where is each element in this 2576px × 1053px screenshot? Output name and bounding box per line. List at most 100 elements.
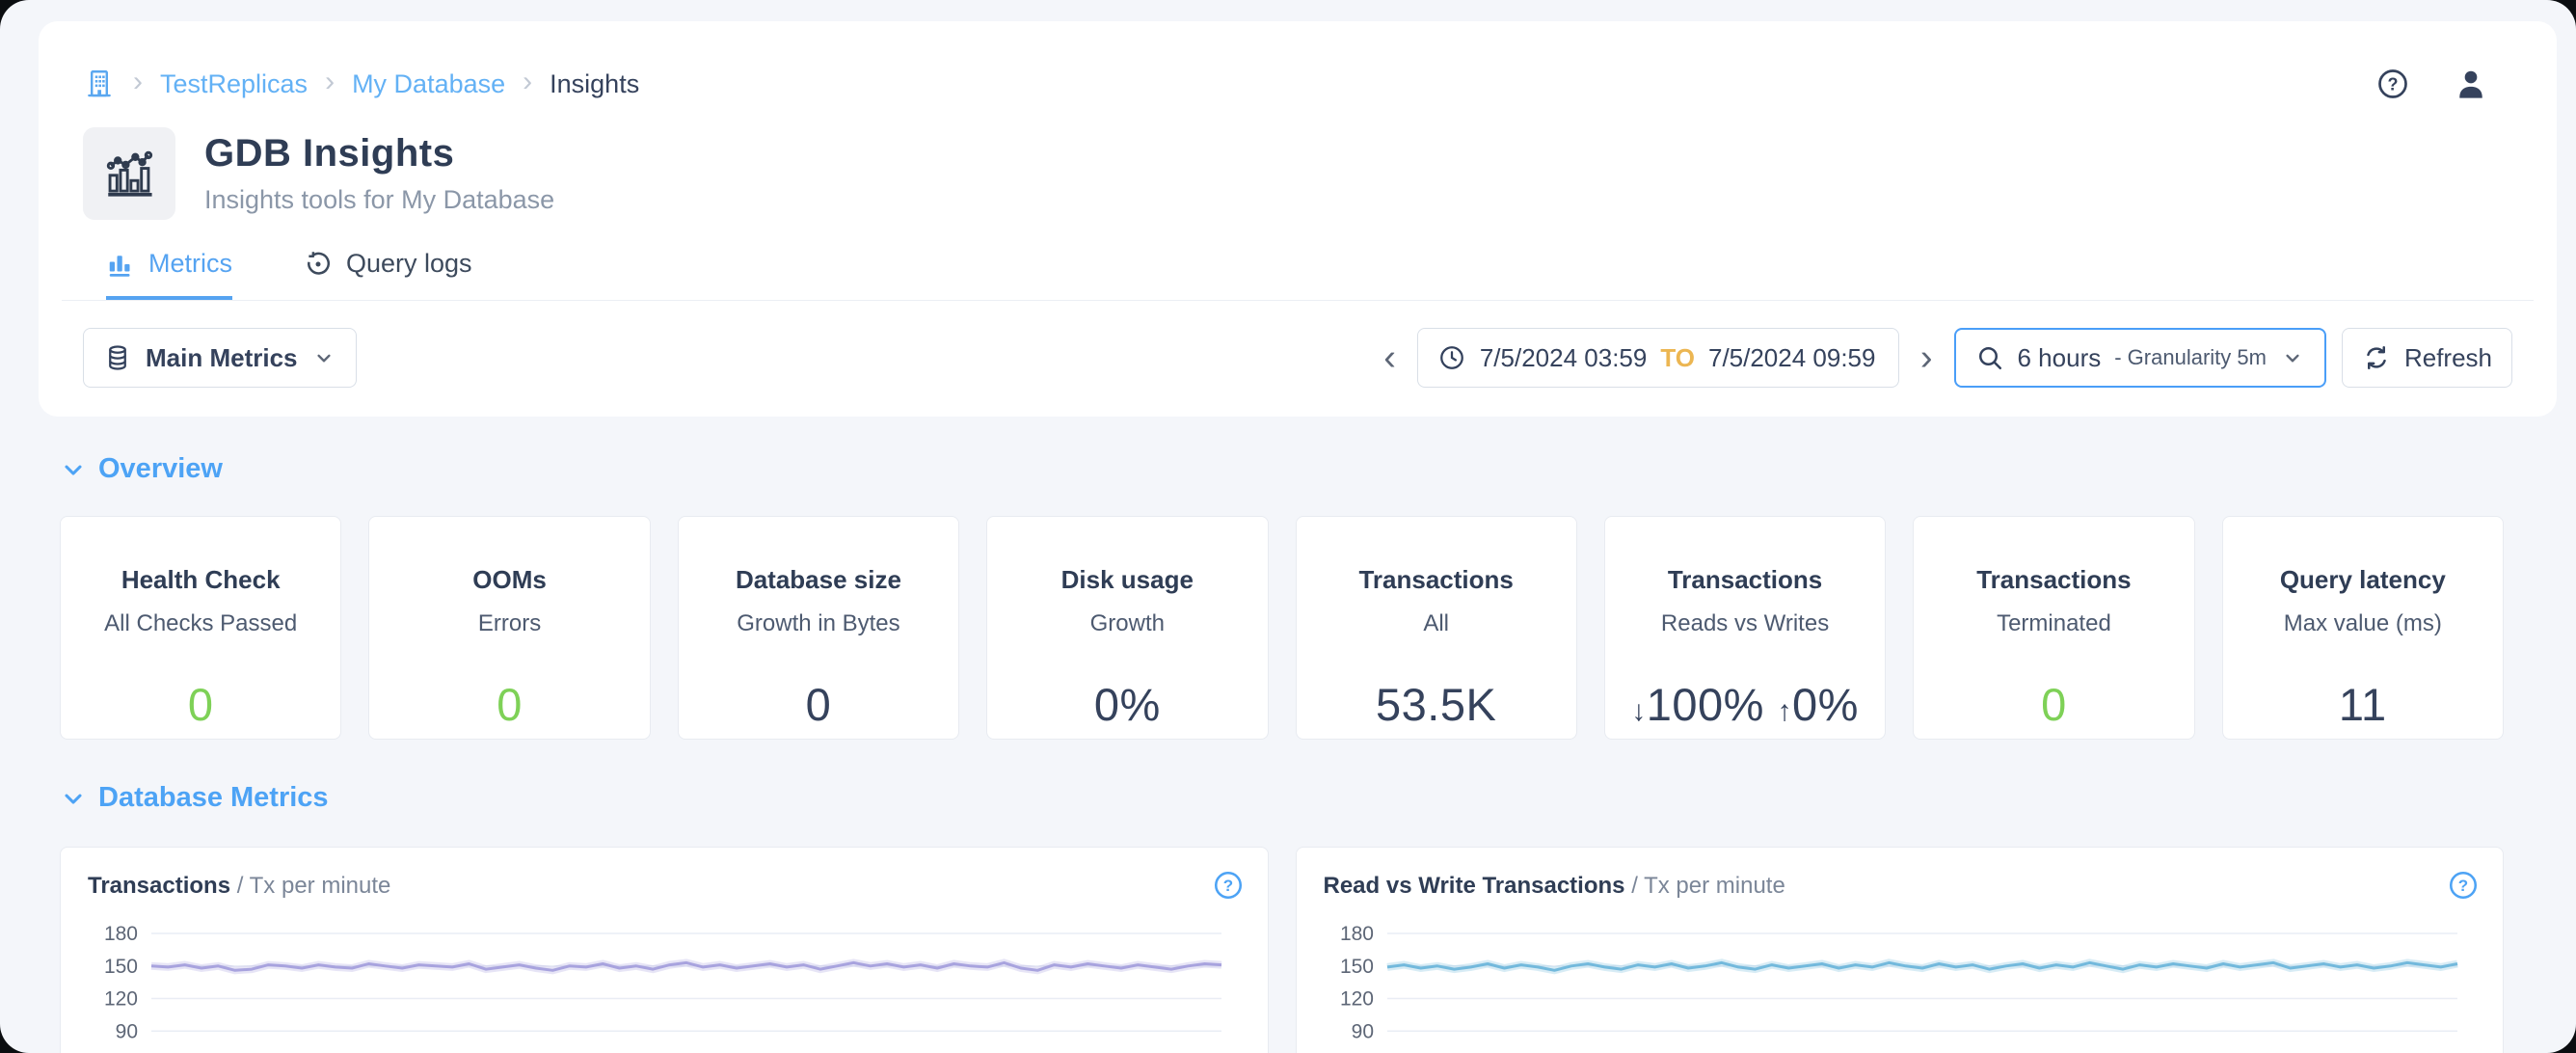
- card-value: 53.5K: [1297, 678, 1576, 731]
- user-avatar-icon[interactable]: [2453, 66, 2489, 102]
- card-subtitle: Errors: [369, 610, 649, 637]
- line-chart[interactable]: 1801501209060: [1324, 913, 2477, 1053]
- chart-separator: /: [1631, 873, 1644, 899]
- page-title: GDB Insights: [204, 132, 554, 176]
- overview-card: Query latency Max value (ms) 11: [2222, 516, 2504, 740]
- chart-separator: /: [237, 873, 250, 899]
- insights-chart-icon: [83, 127, 175, 220]
- overview-card: Database size Growth in Bytes 0: [678, 516, 959, 740]
- chart-card: Read vs Write Transactions / Tx per minu…: [1296, 847, 2505, 1053]
- svg-text:?: ?: [1222, 877, 1232, 895]
- search-icon: [1975, 343, 2004, 372]
- line-chart[interactable]: 1801501209060: [88, 913, 1241, 1053]
- date-to: 7/5/2024 09:59: [1708, 343, 1876, 373]
- card-value: 11: [2223, 678, 2503, 731]
- charts-row: Transactions / Tx per minute ? 180 150 120…: [60, 847, 2504, 1053]
- card-value: 0%: [987, 678, 1267, 731]
- chevron-down-icon: [2280, 345, 2305, 370]
- overview-card: Disk usage Growth 0%: [986, 516, 1268, 740]
- history-icon: [304, 250, 333, 279]
- breadcrumb-separator: ›: [133, 68, 143, 96]
- building-icon[interactable]: [83, 68, 116, 100]
- overview-card: Transactions Reads vs Writes ↓100% ↑0%: [1604, 516, 1886, 740]
- refresh-label: Refresh: [2404, 343, 2492, 373]
- tab-query-logs-label: Query logs: [346, 249, 472, 279]
- card-subtitle: All: [1297, 610, 1576, 637]
- chart-title: Transactions: [88, 873, 230, 899]
- card-value: ↓100% ↑0%: [1605, 678, 1885, 731]
- card-title: Query latency: [2223, 565, 2503, 595]
- breadcrumb-link-testreplicas[interactable]: TestReplicas: [160, 69, 308, 99]
- card-title: Transactions: [1605, 565, 1885, 595]
- overview-card: Transactions Terminated 0: [1913, 516, 2194, 740]
- database-icon: [103, 343, 132, 372]
- chart-title-row: Read vs Write Transactions / Tx per minu…: [1324, 873, 2477, 900]
- date-range-input[interactable]: 7/5/2024 03:59 TO 7/5/2024 09:59: [1417, 328, 1899, 388]
- refresh-button[interactable]: Refresh: [2342, 328, 2512, 388]
- breadcrumb-separator: ›: [523, 68, 532, 96]
- metrics-select-value: Main Metrics: [146, 343, 298, 373]
- card-title: OOMs: [369, 565, 649, 595]
- card-subtitle: Growth: [987, 610, 1267, 637]
- bar-chart-icon: [106, 250, 135, 279]
- overview-card: OOMs Errors 0: [368, 516, 650, 740]
- date-from: 7/5/2024 03:59: [1480, 343, 1648, 373]
- svg-text:150: 150: [1339, 956, 1373, 978]
- svg-text:90: 90: [116, 1020, 138, 1042]
- chart-card: Transactions / Tx per minute ? 180 150 120…: [60, 847, 1269, 1053]
- date-prev-button[interactable]: ‹: [1378, 339, 1402, 376]
- breadcrumb: › TestReplicas › My Database › Insights …: [62, 66, 2534, 102]
- chart-title-row: Transactions / Tx per minute: [88, 873, 1241, 900]
- card-subtitle: Reads vs Writes: [1605, 610, 1885, 637]
- app-window: › TestReplicas › My Database › Insights …: [0, 0, 2576, 1053]
- chevron-down-icon: [60, 785, 87, 812]
- card-subtitle: All Checks Passed: [61, 610, 340, 637]
- toolbar: Main Metrics ‹ 7/5/2024 03:59 TO 7/5/202…: [62, 301, 2534, 417]
- card-title: Database size: [679, 565, 958, 595]
- page-content: Overview Health Check All Checks Passed …: [0, 453, 2576, 1053]
- granularity-select[interactable]: 6 hours - Granularity 5m: [1954, 328, 2326, 388]
- chevron-down-icon: [60, 456, 87, 483]
- page-header: GDB Insights Insights tools for My Datab…: [62, 127, 2534, 220]
- card-value: 0: [679, 678, 958, 731]
- svg-text:?: ?: [2458, 877, 2468, 895]
- svg-text:?: ?: [2388, 74, 2399, 94]
- clock-icon: [1437, 343, 1466, 372]
- date-to-word: TO: [1660, 343, 1695, 373]
- granularity-value: 6 hours: [2018, 343, 2102, 373]
- metrics-select[interactable]: Main Metrics: [83, 328, 357, 388]
- section-database-metrics-label: Database Metrics: [98, 782, 329, 814]
- card-title: Transactions: [1914, 565, 2193, 595]
- help-circle-icon[interactable]: ?: [2375, 67, 2410, 101]
- section-overview-label: Overview: [98, 453, 223, 485]
- card-subtitle: Growth in Bytes: [679, 610, 958, 637]
- svg-text:180: 180: [104, 923, 138, 945]
- tab-bar: Metrics Query logs: [62, 249, 2534, 301]
- card-subtitle: Terminated: [1914, 610, 2193, 637]
- granularity-suffix: - Granularity 5m: [2114, 345, 2267, 370]
- svg-text:90: 90: [1351, 1020, 1373, 1042]
- card-title: Disk usage: [987, 565, 1267, 595]
- breadcrumb-link-my-database[interactable]: My Database: [352, 69, 505, 99]
- tab-metrics[interactable]: Metrics: [106, 249, 232, 300]
- header-panel: › TestReplicas › My Database › Insights …: [39, 21, 2557, 417]
- chart-subtitle: Tx per minute: [250, 873, 391, 899]
- chart-help-icon[interactable]: ?: [2447, 869, 2480, 902]
- overview-card: Health Check All Checks Passed 0: [60, 516, 341, 740]
- chevron-down-icon: [311, 345, 336, 370]
- card-title: Transactions: [1297, 565, 1576, 595]
- chart-help-icon[interactable]: ?: [1212, 869, 1245, 902]
- card-subtitle: Max value (ms): [2223, 610, 2503, 637]
- svg-text:150: 150: [104, 956, 138, 978]
- section-database-metrics[interactable]: Database Metrics: [60, 782, 2504, 814]
- card-title: Health Check: [61, 565, 340, 595]
- svg-text:180: 180: [1339, 923, 1373, 945]
- page-subtitle: Insights tools for My Database: [204, 185, 554, 215]
- tab-query-logs[interactable]: Query logs: [304, 249, 472, 300]
- date-next-button[interactable]: ›: [1915, 339, 1939, 376]
- card-value: 0: [1914, 678, 2193, 731]
- svg-text:120: 120: [104, 988, 138, 1011]
- chart-title: Read vs Write Transactions: [1324, 873, 1625, 899]
- breadcrumb-current: Insights: [550, 69, 639, 99]
- section-overview[interactable]: Overview: [60, 453, 2504, 485]
